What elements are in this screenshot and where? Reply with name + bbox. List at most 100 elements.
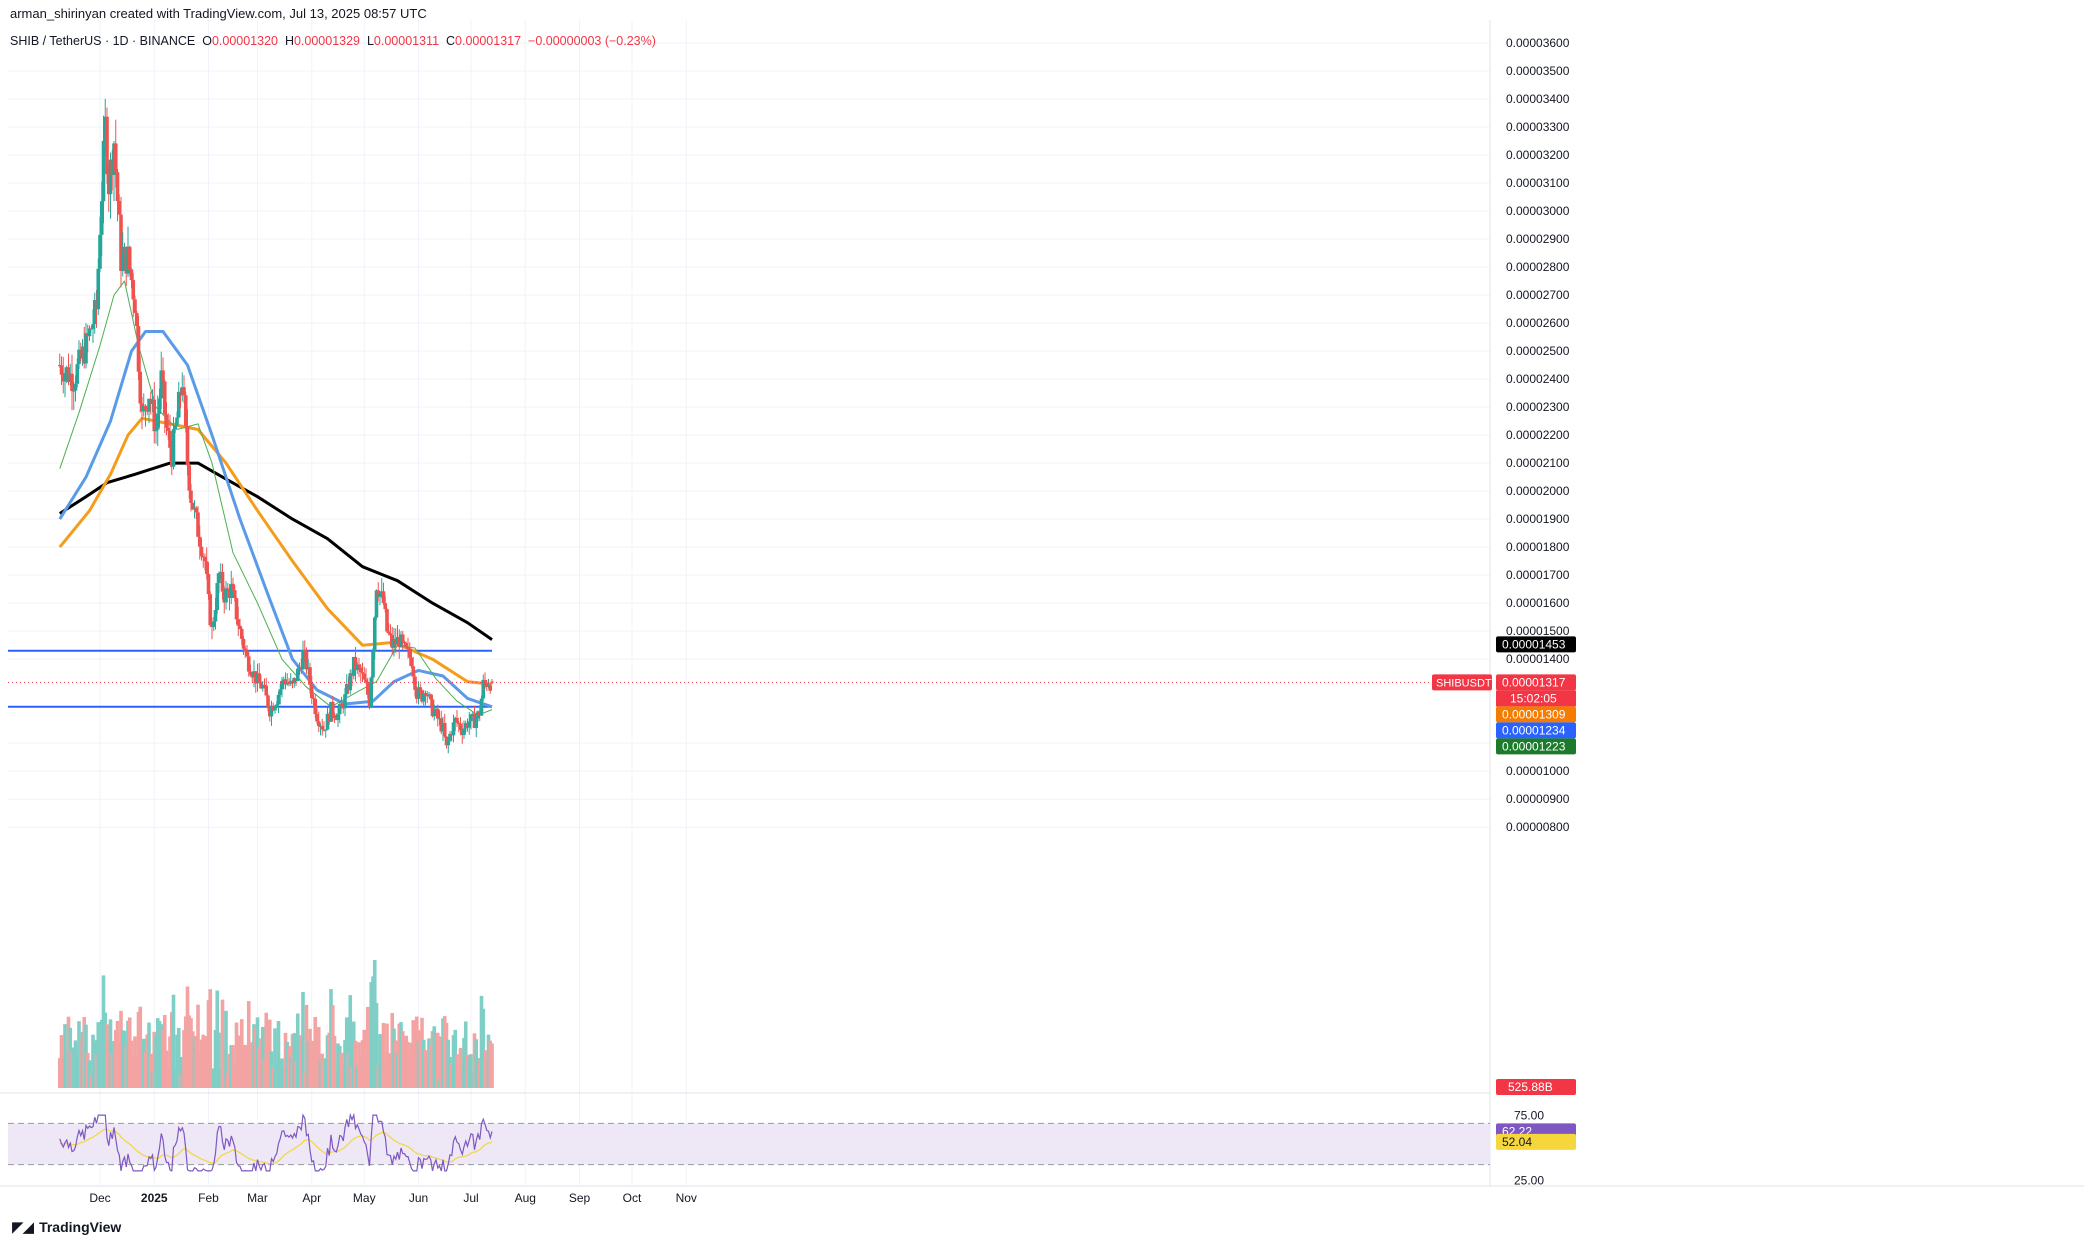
candle-body-85 [206, 573, 211, 595]
candle-body-160 [337, 704, 342, 715]
candle-body-23 [98, 234, 102, 269]
rsi-ma-line [59, 1128, 493, 1165]
tradingview-brand[interactable]: ◤◢ TradingView [12, 1218, 121, 1236]
high-value: 0.00001329 [293, 34, 361, 48]
price-tick-label: 0.00001400 [1506, 652, 1570, 666]
candle-body-101 [234, 598, 239, 620]
candle-body-8 [71, 390, 76, 392]
volume-bar-125 [276, 1021, 281, 1088]
time-tick-label: Nov [676, 1191, 697, 1205]
time-tick-label: Sep [569, 1191, 591, 1205]
candle-body-90 [215, 583, 220, 611]
candle-body-72 [183, 395, 188, 426]
price-tick-label: 0.00002000 [1506, 484, 1570, 498]
time-tick-label: 2025 [141, 1191, 168, 1205]
candle-body-84 [204, 561, 209, 574]
volume-bar-17 [87, 1060, 92, 1088]
candle-body-102 [236, 619, 241, 626]
price-label-text: 0.00001309 [1502, 707, 1566, 721]
price-tick-label: 0.00003600 [1506, 36, 1570, 50]
time-tick-label: Mar [247, 1191, 268, 1205]
change-value: −0.00000003 (−0.23%) [528, 34, 656, 48]
price-label-text: 0.00001234 [1502, 723, 1566, 737]
candle-body-150 [320, 725, 325, 730]
price-label-text: 0.00001453 [1502, 637, 1566, 651]
volume-bar-82 [201, 1034, 206, 1088]
candle-body-55 [154, 429, 158, 432]
candle-body-148 [316, 721, 321, 727]
time-tick-label: Apr [302, 1191, 321, 1205]
volume-bar-166 [348, 995, 353, 1088]
candle-body-173 [360, 672, 365, 674]
candle-body-88 [211, 621, 216, 627]
price-tick-label: 0.00001800 [1506, 540, 1570, 554]
countdown-text: 15:02:05 [1510, 691, 1557, 705]
close-value: 0.00001317 [455, 34, 522, 48]
rsi-ma-tag [1496, 1133, 1576, 1150]
candle-body-140 [302, 649, 307, 651]
candle-body-156 [330, 701, 335, 716]
volume-bar-65 [171, 994, 176, 1088]
price-tick-label: 0.00001500 [1506, 624, 1570, 638]
candle-body-80 [197, 536, 202, 547]
price-tick-label: 0.00003100 [1506, 176, 1570, 190]
price-tick-label: 0.00002400 [1506, 372, 1570, 386]
price-tick-label: 0.00002200 [1506, 428, 1570, 442]
candle-body-202 [411, 666, 416, 677]
candle-body-243 [483, 679, 487, 683]
candle-body-46 [138, 371, 143, 404]
volume-bar-79 [196, 1004, 200, 1088]
brand-name: TradingView [39, 1219, 122, 1235]
volume-bar-185 [381, 1022, 386, 1088]
candle-body-96 [225, 588, 230, 590]
candle-body-116 [260, 685, 265, 689]
candle-body-222 [446, 740, 451, 746]
candle-body-123 [273, 706, 277, 711]
price-label-tag [1496, 636, 1576, 653]
ma-line-0 [58, 461, 493, 641]
candle-body-225 [451, 722, 456, 736]
candle-body-186 [383, 603, 388, 610]
candle-body-201 [409, 657, 414, 667]
candle-body-199 [406, 647, 410, 649]
candle-body-15 [84, 333, 88, 364]
price-axis[interactable]: 0.00003600 0.00003500 0.00003400 0.00003300… [1506, 36, 1570, 1188]
volume-bar-95 [224, 1010, 228, 1088]
open-value: 0.00001320 [211, 34, 278, 48]
time-tick-label: Jun [409, 1191, 428, 1205]
candle-body-60 [162, 381, 167, 415]
candle-body-100 [232, 590, 237, 599]
candle-body-143 [308, 667, 312, 685]
candle-body-220 [442, 722, 447, 737]
candle-body-33 [115, 172, 120, 202]
candle-body-62 [166, 427, 171, 431]
candle-body-54 [152, 399, 157, 432]
time-axis[interactable]: Dec 2025 Feb Mar Apr May Jun Jul Aug Sep Oct Nov [89, 1191, 697, 1205]
candle-body-59 [161, 370, 165, 382]
candle-body-129 [283, 679, 288, 685]
symbol-title[interactable]: SHIB / TetherUS · 1D · BINANCE [10, 34, 196, 48]
candle-body-42 [131, 280, 136, 300]
price-label-tag [1496, 722, 1576, 739]
volume-bar-108 [246, 1001, 251, 1088]
volume-bar-148 [316, 1027, 321, 1088]
candle-body-32 [113, 143, 118, 173]
candle-body-73 [185, 425, 190, 466]
candle-body-231 [462, 728, 466, 735]
candlesticks[interactable] [57, 98, 494, 754]
candle-body-212 [428, 694, 433, 700]
price-tick-label: 0.00002800 [1506, 260, 1570, 274]
candle-body-105 [241, 638, 246, 649]
candle-body-147 [315, 714, 319, 722]
candle-body-234 [467, 721, 472, 728]
candle-body-19 [91, 324, 95, 329]
created-by-header: arman_shirinyan created with TradingView… [10, 6, 427, 21]
time-tick-label: Aug [515, 1191, 536, 1205]
candle-body-61 [164, 414, 169, 428]
price-tick-label: 0.00002600 [1506, 316, 1570, 330]
volume-tag-text: 525.88B [1508, 1080, 1553, 1094]
volume-bar-227 [455, 1054, 459, 1088]
price-tick-label: 0.00003200 [1506, 148, 1570, 162]
low-label: L [366, 34, 374, 48]
